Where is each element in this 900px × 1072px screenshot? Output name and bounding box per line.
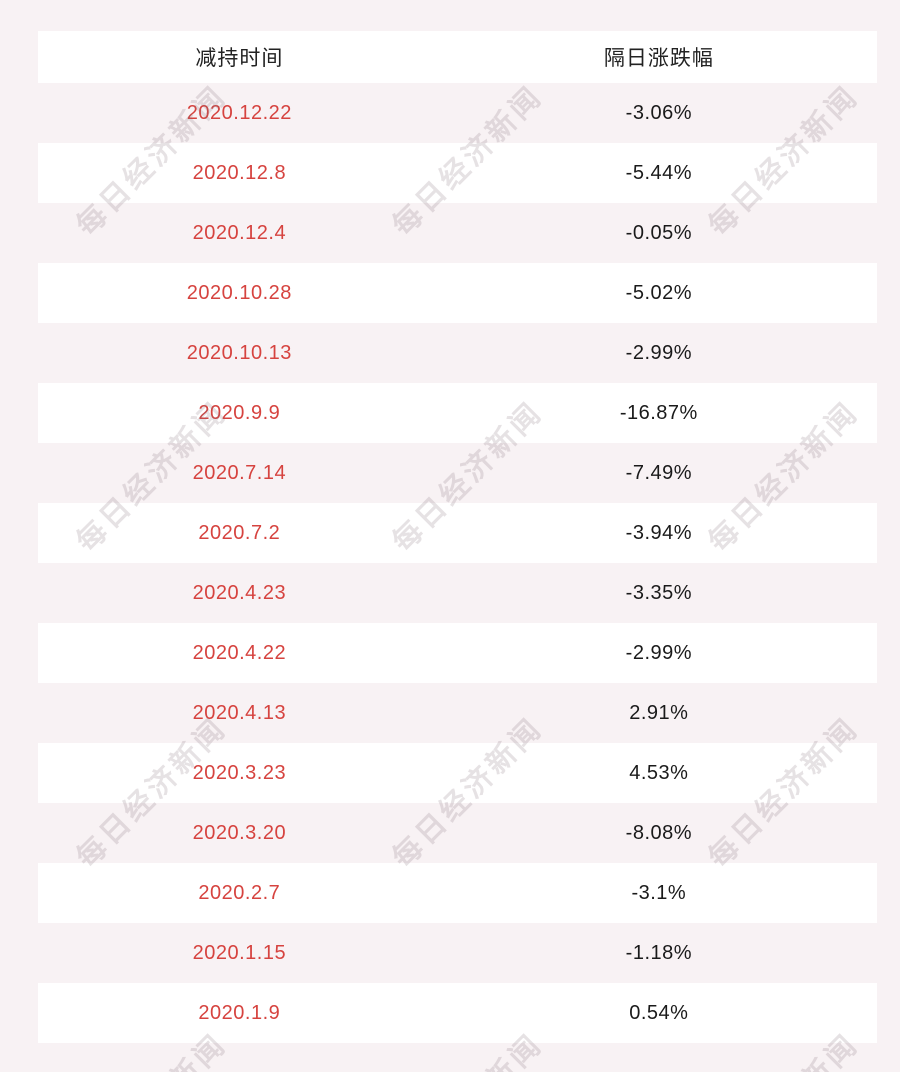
next-day-change: -2.99%	[625, 341, 693, 364]
table-row: 2020.1.15 -1.18%	[38, 923, 877, 983]
next-day-change: -7.49%	[625, 461, 693, 484]
table-row: 2020.4.13 2.91%	[38, 683, 877, 743]
reduction-date: 2020.12.8	[192, 161, 287, 184]
next-day-change: -5.02%	[625, 281, 693, 304]
reduction-date: 2020.1.15	[192, 941, 287, 964]
table-row: 2020.4.23 -3.35%	[38, 563, 877, 623]
column-header-reduction-time: 减持时间	[195, 47, 284, 70]
reduction-table: 减持时间 隔日涨跌幅 2020.12.22 -3.06% 2020.12.8 -…	[38, 31, 877, 1043]
next-day-change: 2.91%	[629, 701, 689, 724]
reduction-date: 2020.7.2	[198, 521, 281, 544]
reduction-date: 2020.10.28	[186, 281, 292, 304]
table-row: 2020.10.28 -5.02%	[38, 263, 877, 323]
table-row: 2020.7.14 -7.49%	[38, 443, 877, 503]
table-row: 2020.1.9 0.54%	[38, 983, 877, 1043]
reduction-date: 2020.3.20	[192, 821, 287, 844]
reduction-date: 2020.1.9	[198, 1001, 281, 1024]
table-row: 2020.4.22 -2.99%	[38, 623, 877, 683]
column-header-next-day-change: 隔日涨跌幅	[603, 47, 714, 70]
next-day-change: 0.54%	[629, 1001, 689, 1024]
table-row: 2020.12.8 -5.44%	[38, 143, 877, 203]
reduction-date: 2020.12.4	[192, 221, 287, 244]
reduction-date: 2020.2.7	[198, 881, 281, 904]
table-row: 2020.3.23 4.53%	[38, 743, 877, 803]
next-day-change: -1.18%	[625, 941, 693, 964]
table-row: 2020.7.2 -3.94%	[38, 503, 877, 563]
next-day-change: -3.94%	[625, 521, 693, 544]
reduction-date: 2020.10.13	[186, 341, 292, 364]
reduction-date: 2020.3.23	[192, 761, 287, 784]
table-row: 2020.9.9 -16.87%	[38, 383, 877, 443]
table-row: 2020.2.7 -3.1%	[38, 863, 877, 923]
table-body: 2020.12.22 -3.06% 2020.12.8 -5.44% 2020.…	[38, 83, 877, 1043]
reduction-date: 2020.4.23	[192, 581, 287, 604]
next-day-change: -3.35%	[625, 581, 693, 604]
reduction-date: 2020.4.22	[192, 641, 287, 664]
next-day-change: -5.44%	[625, 161, 693, 184]
table-row: 2020.12.4 -0.05%	[38, 203, 877, 263]
next-day-change: -0.05%	[625, 221, 693, 244]
table-header-row: 减持时间 隔日涨跌幅	[38, 31, 877, 83]
next-day-change: 4.53%	[629, 761, 689, 784]
reduction-date: 2020.4.13	[192, 701, 287, 724]
reduction-date: 2020.7.14	[192, 461, 287, 484]
next-day-change: -8.08%	[625, 821, 693, 844]
table-row: 2020.12.22 -3.06%	[38, 83, 877, 143]
next-day-change: -16.87%	[619, 401, 698, 424]
reduction-date: 2020.12.22	[186, 101, 292, 124]
next-day-change: -3.1%	[631, 881, 687, 904]
table-row: 2020.10.13 -2.99%	[38, 323, 877, 383]
next-day-change: -2.99%	[625, 641, 693, 664]
reduction-date: 2020.9.9	[198, 401, 281, 424]
table-row: 2020.3.20 -8.08%	[38, 803, 877, 863]
next-day-change: -3.06%	[625, 101, 693, 124]
